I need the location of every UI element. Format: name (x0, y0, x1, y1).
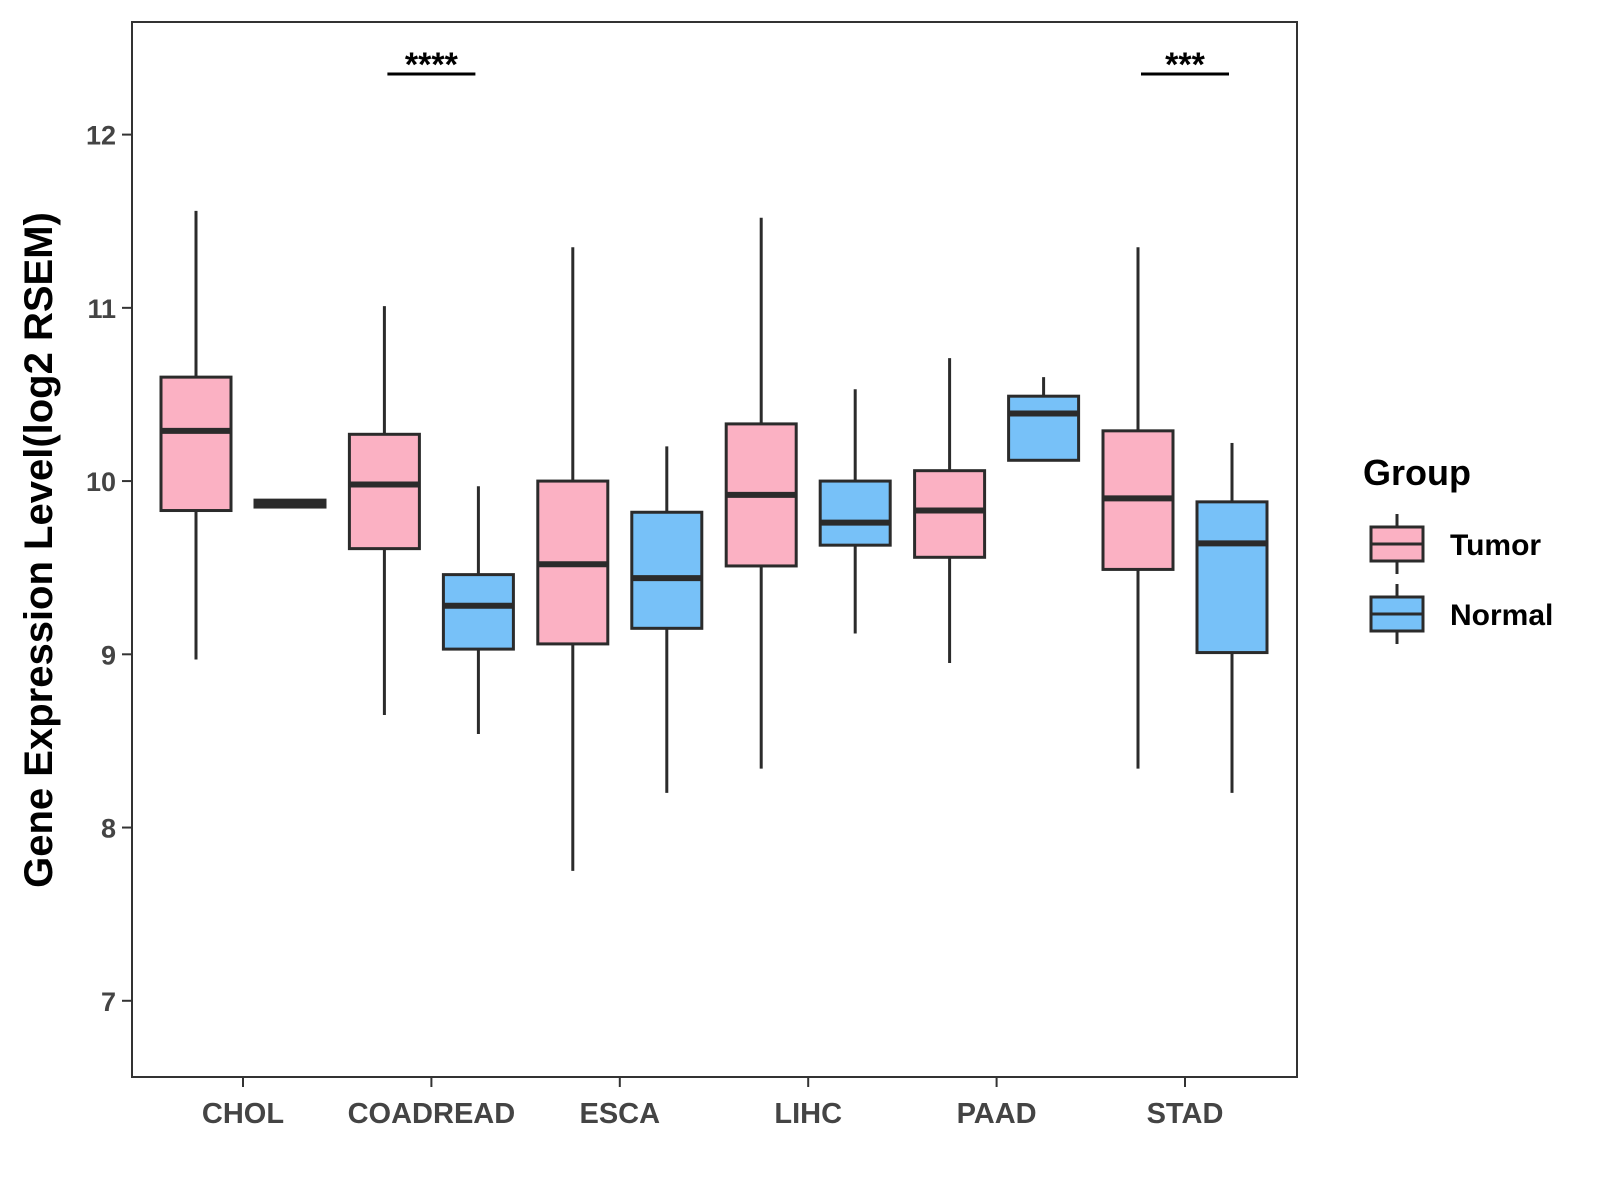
box-paad-normal (1007, 377, 1081, 462)
box-body (818, 479, 892, 547)
box-lihc-normal (818, 389, 892, 634)
box-body (913, 469, 987, 559)
box-esca-normal (630, 446, 704, 793)
box-body (441, 573, 515, 651)
y-tick-label: 7 (101, 987, 116, 1017)
box-body (1007, 394, 1081, 462)
series-normal (253, 377, 1269, 793)
y-axis: 7 8 9 10 11 12 (86, 121, 132, 1017)
box-groups (159, 210, 1269, 871)
legend-item-tumor: Tumor (1369, 514, 1541, 574)
y-tick-label: 12 (86, 121, 116, 151)
significance-annotations: **** *** (387, 46, 1229, 84)
x-tick-label: COADREAD (348, 1098, 516, 1130)
x-tick-label: PAAD (957, 1098, 1037, 1130)
box-body (630, 510, 704, 630)
x-axis: CHOL COADREAD ESCA LIHC PAAD STAD (202, 1077, 1223, 1130)
y-tick-label: 10 (86, 467, 116, 497)
legend: Group Tumor Normal (1363, 452, 1553, 644)
box-body (347, 432, 421, 551)
x-tick-label: CHOL (202, 1098, 284, 1130)
box-body (159, 375, 233, 513)
x-tick-label: STAD (1147, 1098, 1224, 1130)
significance-label: **** (405, 46, 459, 84)
y-axis-title: Gene Expression Level(log2 RSEM) (17, 212, 61, 888)
legend-item-normal: Normal (1369, 584, 1553, 644)
box-esca-tumor (536, 247, 610, 871)
x-tick-label: LIHC (774, 1098, 842, 1130)
box-stad-tumor (1101, 247, 1175, 769)
legend-label: Normal (1450, 599, 1553, 632)
box-coadread-tumor (347, 306, 421, 715)
box-paad-tumor (913, 358, 987, 663)
box-chol-tumor (159, 210, 233, 660)
plot-panel-border (131, 21, 1298, 1078)
legend-title: Group (1363, 452, 1471, 493)
legend-label: Tumor (1450, 529, 1541, 562)
y-tick-label: 9 (101, 640, 116, 670)
y-tick-label: 8 (101, 814, 116, 844)
box-stad-normal (1195, 442, 1269, 793)
box-body (1195, 500, 1269, 655)
box-chol-normal (253, 498, 327, 509)
x-tick-label: ESCA (580, 1098, 661, 1130)
box-lihc-tumor (724, 217, 798, 769)
box-coadread-normal (441, 486, 515, 734)
y-tick-label: 11 (87, 294, 116, 324)
series-tumor (159, 210, 1175, 871)
significance-label: *** (1165, 46, 1205, 84)
